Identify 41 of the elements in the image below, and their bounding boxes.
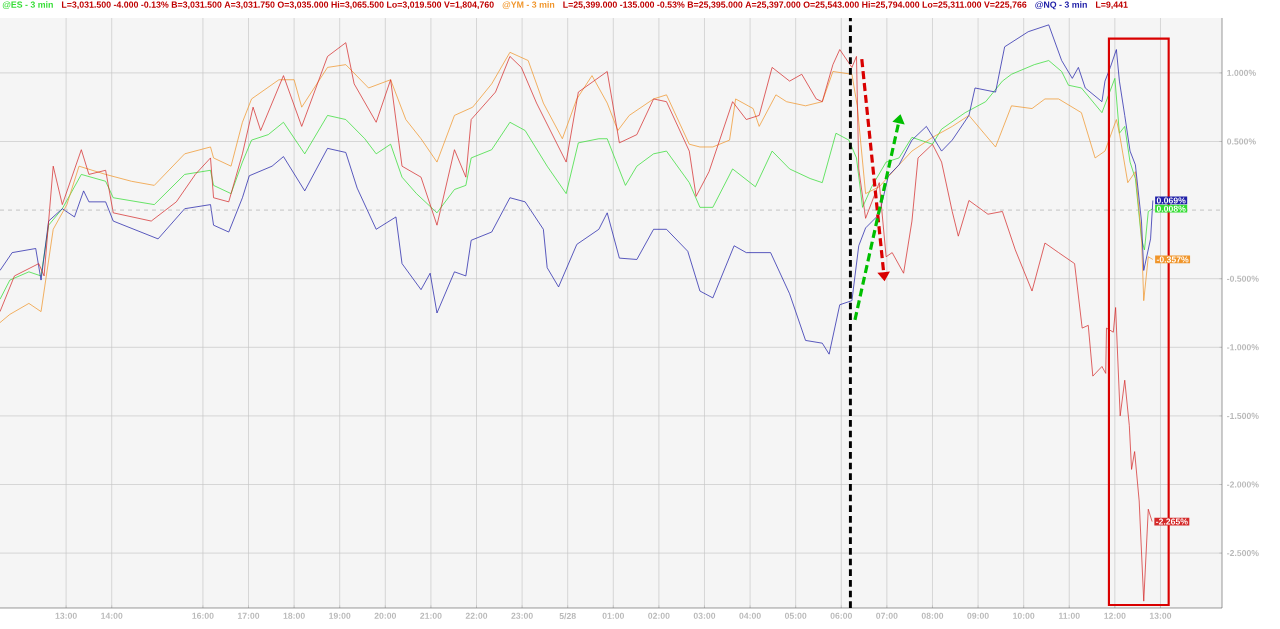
x-tick-label: 06:00 [830, 612, 852, 619]
x-tick-label: 05:00 [784, 612, 807, 619]
x-tick-label: 08:00 [921, 612, 944, 619]
annotation: -2.265% [1156, 518, 1188, 525]
y-tick-label: 1.000% [1227, 69, 1256, 76]
annotation: 0.069% [1156, 197, 1186, 204]
x-tick-label: 21:00 [420, 612, 442, 619]
text: @ES - 3 min [2, 1, 53, 10]
x-tick-label: 20:00 [374, 612, 397, 619]
x-tick-label: 01:00 [602, 612, 624, 619]
x-tick-label: 13:00 [1149, 612, 1172, 619]
x-tick-label: 07:00 [876, 612, 898, 619]
x-tick-label: 04:00 [739, 612, 761, 619]
x-tick-label: 18:00 [283, 612, 305, 619]
y-tick-label: -2.000% [1227, 481, 1259, 488]
annotation: 0.008% [1156, 205, 1186, 212]
y-tick-label: -1.000% [1227, 344, 1259, 351]
x-tick-label: 13:00 [55, 612, 77, 619]
x-tick-label: 5/28 [559, 612, 576, 620]
x-tick-label: 11:00 [1058, 612, 1080, 619]
y-tick-label: 0.500% [1227, 138, 1256, 145]
x-tick-label: 02:00 [648, 612, 670, 619]
x-tick-label: 10:00 [1013, 612, 1035, 619]
text: @YM - 3 min [502, 1, 555, 10]
y-tick-label: -0.500% [1227, 275, 1259, 282]
x-tick-label: 17:00 [237, 612, 260, 619]
x-tick-label: 14:00 [101, 612, 123, 619]
x-tick-label: 03:00 [693, 612, 716, 619]
text: L=3,031.500 -4.000 -0.13% B=3,031.500 A=3,031.750 O=3,035.000 Hi=3,065.500 Lo=3,019.500 V=1,804,760 [61, 1, 494, 9]
x-tick-label: 23:00 [511, 612, 533, 619]
text: @NQ - 3 min [1035, 1, 1087, 10]
x-tick-label: 09:00 [967, 612, 989, 619]
y-tick-label: -1.500% [1227, 412, 1259, 419]
x-tick-label: 19:00 [329, 612, 351, 619]
text: L=25,399.000 -135.000 -0.53% B=25,395.000 A=25,397.000 O=25,543.000 Hi=25,794.000 Lo=25,311.000 V=225,766 [563, 1, 1027, 9]
text: L=9,441 [1096, 1, 1128, 9]
x-tick-label: 16:00 [192, 612, 214, 619]
x-tick-label: 12:00 [1104, 612, 1126, 619]
annotation: -0.357% [1156, 256, 1189, 263]
x-tick-label: 22:00 [465, 612, 488, 619]
y-tick-label: -2.500% [1227, 550, 1259, 557]
